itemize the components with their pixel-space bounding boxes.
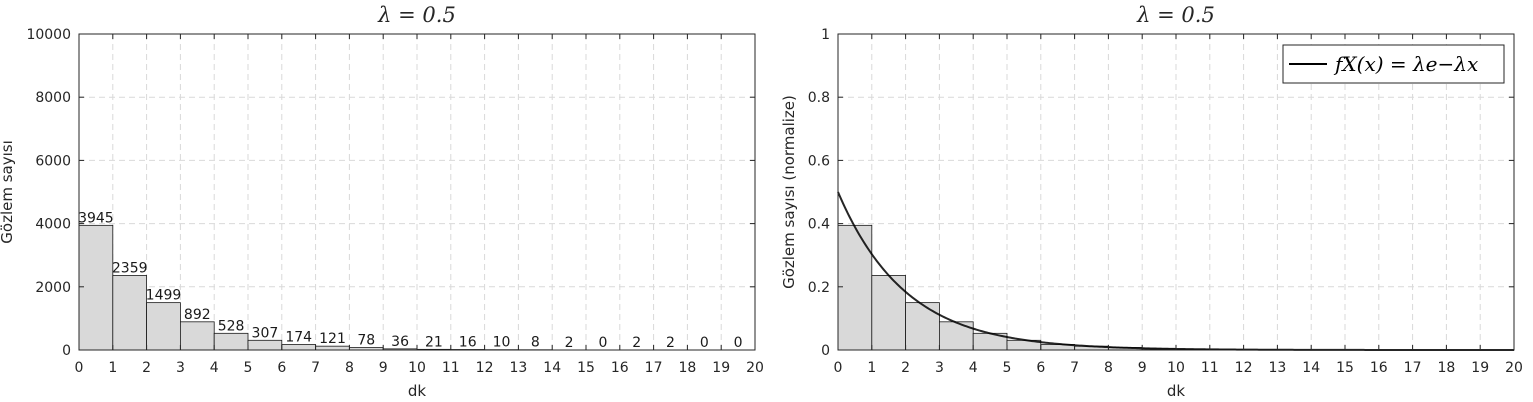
- bar-value-label: 0: [598, 335, 607, 351]
- x-tick-label: 13: [509, 360, 527, 376]
- x-tick-label: 0: [834, 360, 843, 376]
- histogram-bar: [837, 224, 873, 351]
- x-tick-label: 9: [379, 360, 388, 376]
- x-tick-label: 6: [1036, 360, 1045, 376]
- x-tick-label: 19: [712, 360, 730, 376]
- x-tick-label: 1: [867, 360, 876, 376]
- x-tick-label: 4: [969, 360, 978, 376]
- histogram-bar: [78, 224, 114, 351]
- legend: fX(x) = λe−λx: [1282, 44, 1505, 84]
- y-tick-label: 0.4: [808, 217, 830, 233]
- x-tick-label: 12: [1235, 360, 1253, 376]
- legend-label: fX(x) = λe−λx: [1333, 52, 1478, 76]
- x-tick-label: 10: [408, 360, 426, 376]
- x-tick-label: 20: [1505, 360, 1523, 376]
- x-tick-label: 15: [1336, 360, 1354, 376]
- y-tick-label: 1: [821, 27, 830, 43]
- y-tick-label: 4000: [35, 217, 71, 233]
- x-tick-label: 8: [345, 360, 354, 376]
- x-tick-label: 14: [543, 360, 561, 376]
- bar-value-label: 121: [319, 331, 346, 347]
- bar-value-label: 0: [700, 335, 709, 351]
- y-axis-label: Gözlem sayısı (normalize): [780, 95, 798, 289]
- x-tick-label: 10: [1167, 360, 1185, 376]
- x-tick-label: 16: [611, 360, 629, 376]
- bar-value-label: 2: [666, 335, 675, 351]
- bar-value-label: 2: [632, 335, 641, 351]
- x-tick-label: 7: [311, 360, 320, 376]
- x-tick-label: 0: [75, 360, 84, 376]
- x-tick-label: 2: [901, 360, 910, 376]
- bar-value-label: 3945: [78, 210, 114, 226]
- x-tick-label: 9: [1138, 360, 1147, 376]
- bar-value-label: 307: [252, 325, 279, 341]
- y-tick-label: 2000: [35, 280, 71, 296]
- chart-title: λ = 0.5: [377, 3, 456, 27]
- y-tick-label: 6000: [35, 153, 71, 169]
- histogram-bar: [213, 332, 249, 351]
- bar-value-label: 36: [391, 334, 409, 350]
- histogram-bar: [112, 275, 148, 351]
- y-tick-label: 8000: [35, 90, 71, 106]
- x-tick-label: 3: [935, 360, 944, 376]
- x-axis-label: dk: [408, 382, 427, 400]
- bar-value-label: 2359: [112, 260, 148, 276]
- chart-panel-2: 0 1 2 3 4 5 6 7 8 9 10 11 12 13 14 15 16 17 18 19 2000.20.40…: [780, 3, 1523, 400]
- x-tick-label: 3: [176, 360, 185, 376]
- x-tick-label: 2: [142, 360, 151, 376]
- bar-value-label: 892: [184, 307, 211, 323]
- x-tick-label: 19: [1471, 360, 1489, 376]
- x-tick-label: 17: [645, 360, 663, 376]
- x-tick-label: 18: [678, 360, 696, 376]
- x-tick-label: 18: [1437, 360, 1455, 376]
- bar-value-label: 528: [218, 318, 245, 334]
- x-tick-label: 5: [244, 360, 253, 376]
- x-tick-label: 1: [108, 360, 117, 376]
- legend-box: [1282, 44, 1505, 84]
- x-tick-label: 14: [1302, 360, 1320, 376]
- x-tick-label: 8: [1104, 360, 1113, 376]
- bar-value-label: 1499: [146, 288, 182, 304]
- histogram-bar: [905, 302, 940, 351]
- y-tick-label: 0.8: [808, 90, 830, 106]
- x-tick-label: 17: [1404, 360, 1422, 376]
- y-tick-label: 0: [821, 343, 830, 359]
- y-tick-label: 0: [62, 343, 71, 359]
- bar-value-label: 21: [425, 334, 443, 350]
- x-tick-label: 7: [1070, 360, 1079, 376]
- bar-value-label: 0: [734, 335, 743, 351]
- x-tick-label: 15: [577, 360, 595, 376]
- bar-value-label: 10: [493, 335, 511, 351]
- x-tick-label: 16: [1370, 360, 1388, 376]
- x-tick-label: 6: [277, 360, 286, 376]
- histogram-bar: [146, 302, 181, 351]
- x-tick-label: 20: [746, 360, 764, 376]
- y-tick-label: 0.2: [808, 280, 830, 296]
- y-axis-label: Gözlem sayısı: [0, 140, 16, 243]
- histogram-bar: [179, 321, 215, 351]
- x-tick-label: 11: [1201, 360, 1219, 376]
- x-axis-label: dk: [1167, 382, 1186, 400]
- y-tick-label: 10000: [26, 27, 71, 43]
- bar-value-label: 174: [285, 330, 312, 346]
- y-tick-label: 0.6: [808, 153, 830, 169]
- x-tick-label: 12: [476, 360, 494, 376]
- bar-value-label: 2: [565, 335, 574, 351]
- bar-value-label: 78: [357, 333, 375, 349]
- x-tick-label: 4: [210, 360, 219, 376]
- histogram-bar: [247, 339, 283, 351]
- x-tick-label: 5: [1003, 360, 1012, 376]
- bar-value-label: 16: [459, 334, 477, 350]
- chart-title: λ = 0.5: [1136, 3, 1215, 27]
- bar-value-label: 8: [531, 335, 540, 351]
- x-tick-label: 11: [442, 360, 460, 376]
- x-tick-label: 13: [1268, 360, 1286, 376]
